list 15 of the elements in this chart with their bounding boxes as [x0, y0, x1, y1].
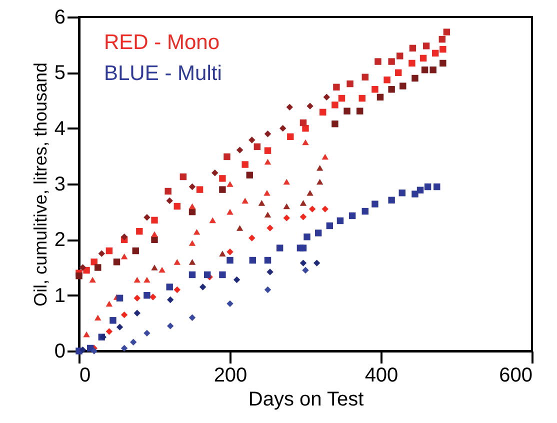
y-tick-label: 0 — [54, 340, 66, 362]
x-tick-label: 0 — [80, 364, 91, 386]
y-tick-label: 6 — [54, 6, 66, 28]
y-tick-label: 2 — [54, 229, 66, 252]
y-tick-label: 1 — [54, 284, 66, 307]
x-axis-title: Days on Test — [248, 388, 364, 410]
y-tick-label: 3 — [54, 174, 66, 196]
y-axis-title: Oil, cumulitive, litres, thousand — [30, 62, 50, 307]
y-tick-label: 5 — [54, 62, 66, 84]
annotation: RED - Mono — [104, 31, 220, 54]
x-tick-label: 600 — [499, 364, 532, 386]
x-tick-label: 400 — [364, 364, 398, 386]
y-tick-label: 4 — [54, 118, 66, 140]
annotation: BLUE - Multi — [104, 62, 222, 85]
x-tick-label: 200 — [214, 364, 248, 386]
